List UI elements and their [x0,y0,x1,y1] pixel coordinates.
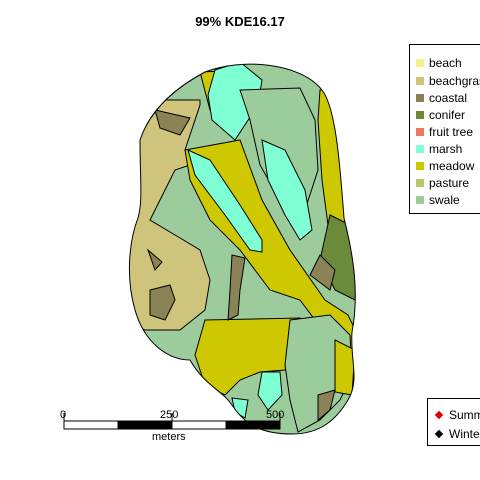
patch-coastal-central [227,254,246,321]
legend-item-coastal: coastal [416,91,467,105]
habitat-legend: beach beachgrass coastal conifer fruit t… [409,44,480,214]
scale-tick-500: 500 [266,409,285,421]
scale-tick-250: 250 [160,409,179,421]
legend-item-conifer: conifer [416,108,465,122]
legend-item-pasture: pasture [416,176,469,190]
scale-tick-0: 0 [60,409,67,421]
patch-marsh-diagonal [261,139,313,241]
legend-item-swale: swale [416,193,460,207]
patch-marsh-south [257,371,283,411]
patch-coastal-w [146,248,163,271]
kde-99-outline [128,63,356,435]
legend-item-beachgrass: beachgrass [416,74,480,88]
legend-item-meadow: meadow [416,159,474,173]
patch-coastal-nw [154,109,191,136]
patch-marsh-west [187,149,263,253]
legend-item-marsh: marsh [416,142,462,156]
legend-item-summer: Summer [434,408,480,422]
habitat-patches [129,64,356,435]
patch-coastal-sw [149,284,176,321]
season-legend: Summer Winter [427,398,480,446]
patch-coastal-east [309,254,336,291]
legend-item-winter: Winter [434,427,480,441]
scale-unit: meters [152,431,186,443]
map-title: 99% KDE16.17 [195,14,285,29]
patch-marsh-north [207,64,263,141]
legend-item-fruit-tree: fruit tree [416,125,473,139]
legend-item-beach: beach [416,56,462,70]
scale-bar [63,413,281,430]
patch-coastal-s [317,389,336,422]
